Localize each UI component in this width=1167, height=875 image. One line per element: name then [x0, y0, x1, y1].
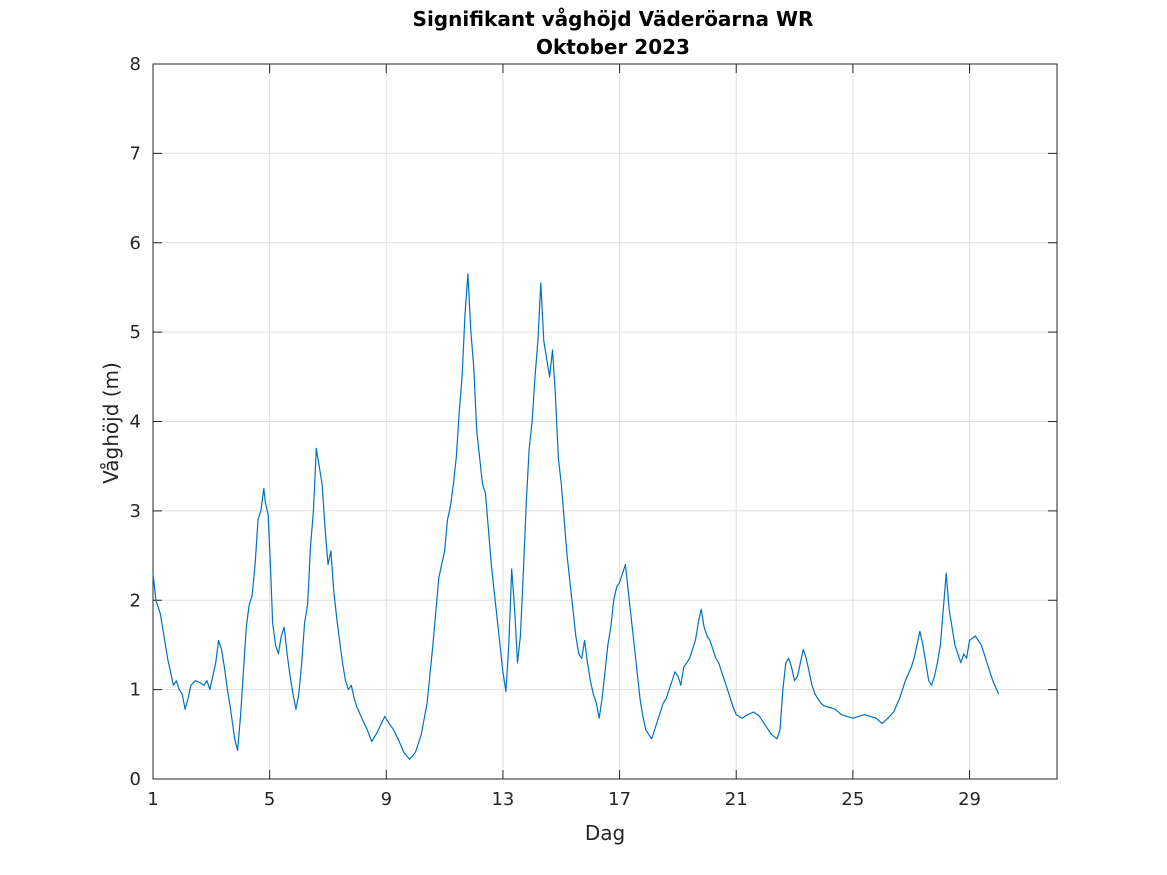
series-line: [152, 273, 1000, 760]
y-tick-label: 0: [130, 769, 141, 790]
y-tick-label: 8: [130, 54, 141, 75]
x-tick-label: 1: [147, 789, 158, 810]
x-axis-label: Dag: [585, 821, 625, 845]
y-tick-label: 2: [130, 590, 141, 611]
x-tick-label: 29: [958, 789, 981, 810]
x-tick-label: 5: [264, 789, 275, 810]
x-tick-label: 25: [841, 789, 864, 810]
y-tick-label: 7: [130, 143, 141, 164]
y-tick-label: 3: [130, 501, 141, 522]
chart-subtitle: Oktober 2023: [536, 35, 690, 59]
y-tick-label: 1: [130, 680, 141, 701]
x-tick-label: 17: [608, 789, 631, 810]
x-tick-label: 9: [381, 789, 392, 810]
y-tick-label: 5: [130, 322, 141, 343]
y-axis-label: Våghöjd (m): [99, 362, 123, 484]
x-tick-label: 13: [491, 789, 514, 810]
chart-title: Signifikant våghöjd Väderöarna WR: [413, 7, 814, 31]
series-layer: [152, 273, 1000, 760]
y-tick-label: 6: [130, 233, 141, 254]
x-tick-label: 21: [725, 789, 748, 810]
y-tick-label: 4: [130, 412, 141, 433]
